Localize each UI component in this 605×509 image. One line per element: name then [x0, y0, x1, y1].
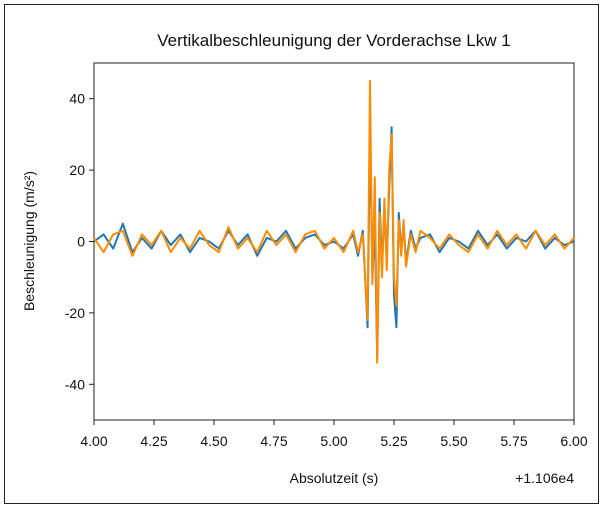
x-tick-label: 4.25 — [140, 433, 167, 449]
x-tick-label: 5.00 — [320, 433, 347, 449]
series-layer — [93, 79, 575, 364]
x-axis-label: Absolutzeit (s) — [290, 470, 379, 486]
x-tick-label: 4.50 — [200, 433, 227, 449]
chart-title: Vertikalbeschleunigung der Vorderachse L… — [157, 31, 510, 50]
x-tick-label: 6.00 — [560, 433, 587, 449]
series-line-2 — [93, 79, 575, 364]
x-tick-label: 4.00 — [80, 433, 107, 449]
x-offset-label: +1.106e4 — [515, 470, 574, 486]
tick-layer: 4.00 4.25 4.50 4.75 5.00 5.25 5.50 5.75 6.00 40 20… — [65, 91, 588, 449]
x-tick-label: 4.75 — [260, 433, 287, 449]
y-tick-label: 40 — [69, 91, 85, 107]
x-tick-label: 5.50 — [440, 433, 467, 449]
y-tick-label: 20 — [69, 162, 85, 178]
y-tick-label: 0 — [77, 234, 85, 250]
y-axis-label: Beschleunigung (m/s²) — [21, 171, 37, 311]
x-tick-label: 5.25 — [380, 433, 407, 449]
y-tick-label: -40 — [65, 376, 85, 392]
y-tick-label: -20 — [65, 305, 85, 321]
x-tick-label: 5.75 — [500, 433, 527, 449]
